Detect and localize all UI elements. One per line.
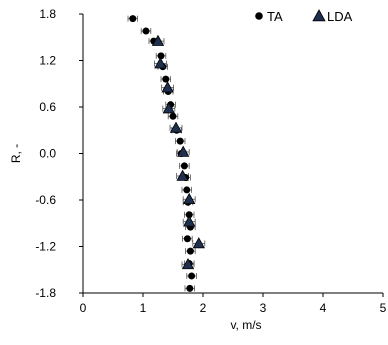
x-tick-label: 2 (200, 301, 207, 315)
data-point-ta (183, 235, 191, 243)
y-tick-label: -1.8 (35, 286, 56, 300)
data-markers (129, 15, 205, 292)
y-tick-label: 1.8 (39, 7, 56, 21)
y-tick-label: 1.2 (39, 54, 56, 68)
data-point-ta (162, 75, 170, 83)
data-point-lda (181, 258, 195, 270)
y-tick-label: 0.6 (39, 100, 56, 114)
x-axis-ticks: 0 1 2 3 4 5 (80, 293, 387, 315)
data-point-lda (162, 102, 175, 114)
x-tick-label: 1 (140, 301, 147, 315)
data-point-ta (185, 211, 193, 219)
legend: TA LDA (255, 9, 353, 24)
data-point-lda (183, 215, 196, 227)
data-point-lda (161, 81, 174, 93)
y-tick-label: -1.2 (35, 240, 56, 254)
data-point-ta (176, 137, 184, 145)
data-point-ta (180, 162, 188, 170)
data-point-lda (154, 57, 167, 69)
y-tick-label: -0.6 (35, 193, 56, 207)
x-tick-label: 3 (260, 301, 267, 315)
y-axis-ticks: 1.8 1.2 0.6 0.0 -0.6 -1.2 -1.8 (35, 7, 83, 300)
x-axis-title: v, m/s (230, 318, 261, 332)
y-axis-title: R, - (9, 144, 23, 163)
data-point-ta (186, 247, 194, 255)
legend-label-ta: TA (267, 9, 283, 24)
legend-label-lda: LDA (327, 9, 353, 24)
data-point-lda (151, 34, 165, 46)
data-point-ta (186, 284, 194, 292)
y-tick-label: 0.0 (39, 147, 56, 161)
data-point-lda (192, 237, 205, 249)
x-tick-label: 4 (320, 301, 327, 315)
data-point-lda (176, 169, 189, 181)
data-point-ta (188, 272, 196, 280)
data-point-lda (169, 121, 183, 133)
legend-marker-ta (255, 12, 263, 20)
legend-marker-lda (312, 9, 326, 22)
data-point-ta (169, 112, 177, 120)
data-point-ta (183, 186, 191, 194)
data-point-ta (157, 52, 165, 60)
x-tick-label: 0 (80, 301, 87, 315)
x-tick-label: 5 (380, 301, 387, 315)
data-point-ta (129, 15, 137, 23)
data-point-ta (142, 27, 150, 35)
data-point-lda (183, 192, 196, 205)
data-point-lda (177, 145, 190, 157)
